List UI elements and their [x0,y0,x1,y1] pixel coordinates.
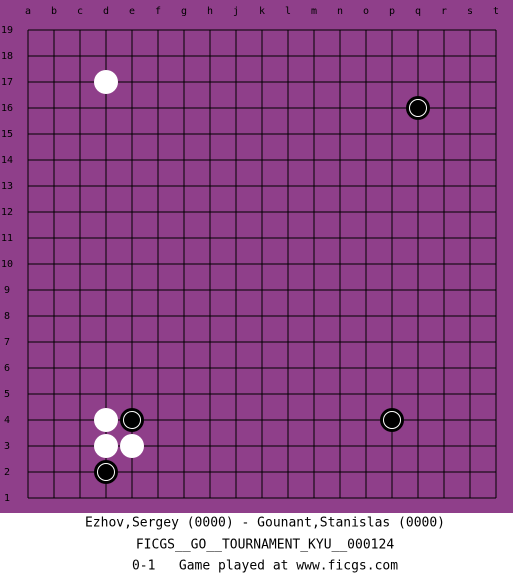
row-label: 4 [4,415,10,426]
column-label: h [207,6,213,17]
column-label: l [285,6,291,17]
result: 0-1 Game played at www.ficgs.com [132,559,398,574]
white-stone [94,70,118,94]
stone-ring [383,411,401,429]
column-label: n [337,6,343,17]
white-stone [120,434,144,458]
row-label: 19 [1,25,13,36]
row-label: 10 [1,259,13,270]
stone-ring [409,99,427,117]
column-label: r [441,6,447,17]
column-label: b [51,6,57,17]
column-label: s [467,6,473,17]
row-label: 8 [4,311,10,322]
row-label: 2 [4,467,10,478]
row-label: 5 [4,389,10,400]
column-label: a [25,6,31,17]
row-label: 3 [4,441,10,452]
column-label: f [155,6,161,17]
column-label: o [363,6,369,17]
row-label: 16 [1,103,13,114]
column-label: k [259,6,265,17]
white-stone [94,408,118,432]
row-label: 11 [1,233,13,244]
column-label: t [493,6,499,17]
white-stone [94,434,118,458]
stone-ring [97,463,115,481]
column-label: g [181,6,187,17]
row-label: 1 [4,493,10,504]
row-label: 9 [4,285,10,296]
row-label: 18 [1,51,13,62]
row-label: 6 [4,363,10,374]
tournament: FICGS__GO__TOURNAMENT_KYU__000124 [136,538,394,553]
row-label: 12 [1,207,13,218]
coordinate-labels: a b c d e f g h j k l m n o p q r s t191817161514131211109… [1,6,499,504]
stone-ring [123,411,141,429]
column-label: d [103,6,109,17]
column-label: e [129,6,135,17]
column-label: c [77,6,83,17]
column-label: j [233,6,239,17]
row-label: 13 [1,181,13,192]
row-label: 15 [1,129,13,140]
row-label: 7 [4,337,10,348]
players: Ezhov,Sergey (0000) - Gounant,Stanislas … [85,516,445,531]
column-label: q [415,6,421,17]
board-background [0,0,513,513]
row-label: 17 [1,77,13,88]
row-label: 14 [1,155,13,166]
column-label: p [389,6,395,17]
stones [94,70,430,484]
column-label: m [311,6,317,17]
